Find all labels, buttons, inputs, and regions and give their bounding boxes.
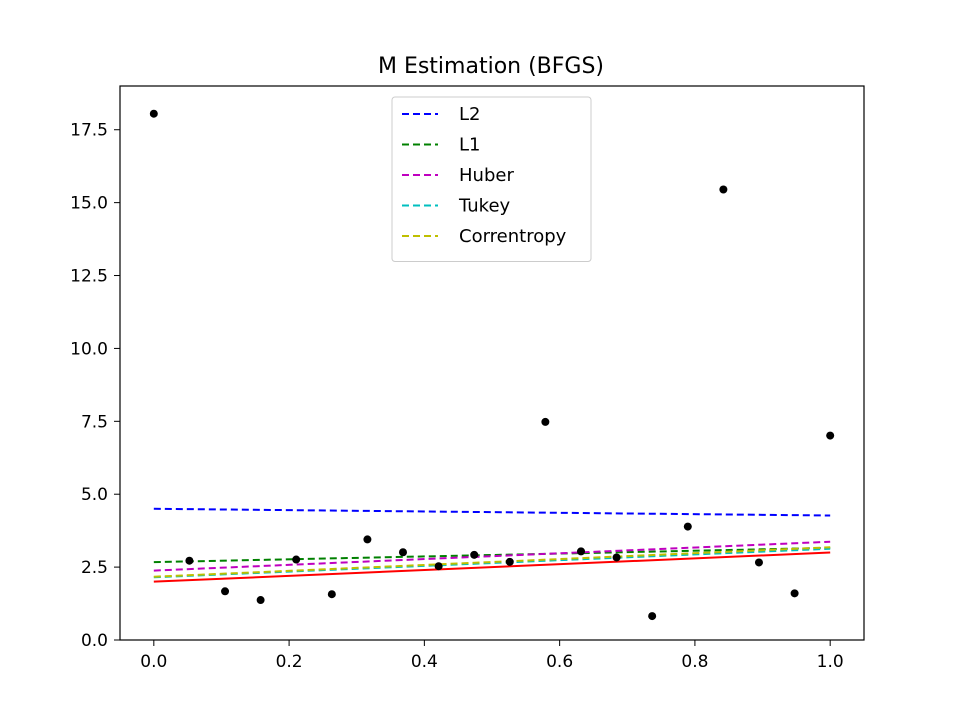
x-tick-label: 0.8 — [681, 652, 708, 672]
data-point — [185, 556, 194, 565]
data-point — [612, 553, 621, 562]
y-tick-label: 15.0 — [70, 194, 108, 214]
legend-box — [391, 96, 592, 262]
data-point — [149, 109, 158, 118]
legend-label: L2 — [459, 104, 480, 125]
y-tick-label: 7.5 — [81, 412, 108, 432]
data-point — [221, 587, 230, 596]
y-tick-label: 17.5 — [70, 121, 108, 141]
x-tick-label: 0.0 — [140, 652, 167, 672]
data-point — [683, 522, 692, 531]
true-line — [153, 551, 831, 583]
series-line-huber — [153, 540, 831, 572]
data-point — [434, 562, 443, 571]
data-point — [398, 548, 407, 557]
series-line-correntropy — [153, 546, 831, 578]
y-tick-label: 2.5 — [81, 558, 108, 578]
data-point — [327, 590, 336, 599]
data-point — [505, 557, 514, 566]
data-point — [826, 431, 835, 440]
legend-label: Tukey — [458, 196, 511, 217]
x-axis: 0.0 0.2 0.4 0.6 0.8 1.0 — [140, 640, 844, 672]
legend-label: Huber — [459, 165, 514, 186]
legend-label: L1 — [459, 135, 480, 156]
y-tick-label: 10.0 — [70, 339, 108, 359]
data-point — [541, 417, 550, 426]
data-point — [256, 596, 265, 605]
data-point — [790, 589, 799, 598]
x-tick-label: 0.6 — [546, 652, 573, 672]
data-point — [292, 555, 301, 564]
points-layer — [149, 109, 835, 621]
lines-layer — [153, 507, 831, 583]
data-point — [470, 550, 479, 559]
data-point — [363, 535, 372, 544]
x-tick-label: 1.0 — [817, 652, 844, 672]
plot-frame — [119, 85, 865, 641]
x-tick-label: 0.2 — [276, 652, 303, 672]
y-axis: 0.0 2.5 5.0 7.5 10.0 12.5 15.0 17.5 — [70, 121, 120, 651]
series-line-l2 — [153, 507, 831, 517]
y-tick-label: 5.0 — [81, 485, 108, 505]
legend: L2 L1 Huber Tukey Correntropy — [391, 96, 592, 262]
data-point — [719, 185, 728, 194]
chart-title: M Estimation (BFGS) — [378, 54, 604, 79]
series-line-l1 — [153, 546, 831, 564]
legend-label: Correntropy — [459, 226, 567, 247]
x-tick-label: 0.4 — [411, 652, 438, 672]
data-point — [648, 612, 657, 621]
data-point — [577, 547, 586, 556]
y-tick-label: 12.5 — [70, 267, 108, 287]
y-tick-label: 0.0 — [81, 631, 108, 651]
data-point — [754, 558, 763, 567]
